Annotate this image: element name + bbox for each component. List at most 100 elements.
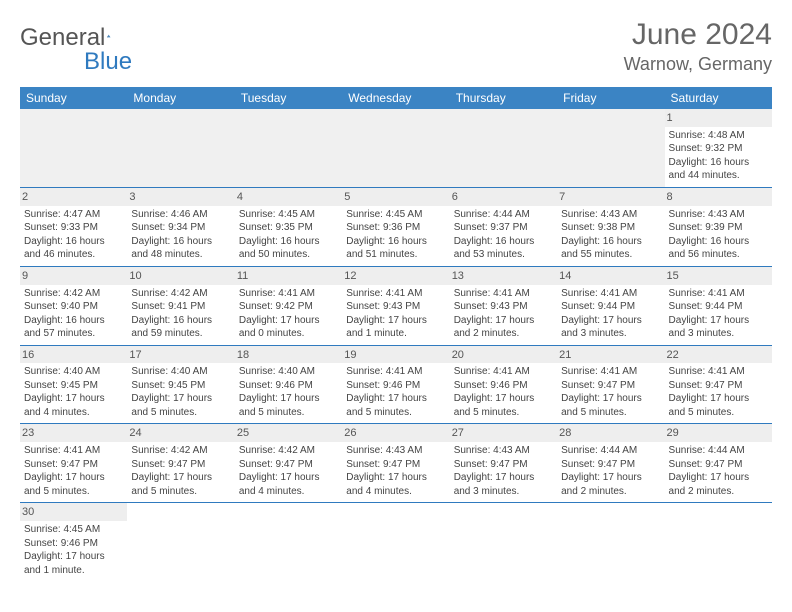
- day-details: Sunrise: 4:41 AMSunset: 9:43 PMDaylight:…: [346, 287, 445, 341]
- sunset-text: Sunset: 9:46 PM: [24, 537, 123, 551]
- calendar-week: 9 Sunrise: 4:42 AMSunset: 9:40 PMDaylight…: [20, 266, 772, 345]
- col-wednesday: Wednesday: [342, 87, 449, 109]
- brand-part2: Blue: [84, 48, 132, 76]
- sunrise-text: Sunrise: 4:44 AM: [454, 208, 553, 222]
- day-details: Sunrise: 4:44 AMSunset: 9:37 PMDaylight:…: [454, 208, 553, 262]
- calendar-cell: 6 Sunrise: 4:44 AMSunset: 9:37 PMDaylight…: [450, 187, 557, 266]
- day-number: 3: [127, 188, 234, 206]
- day-details: Sunrise: 4:41 AMSunset: 9:47 PMDaylight:…: [669, 365, 768, 419]
- daylight-text: Daylight: 16 hours and 51 minutes.: [346, 235, 445, 262]
- col-saturday: Saturday: [665, 87, 772, 109]
- daylight-text: Daylight: 17 hours and 5 minutes.: [454, 392, 553, 419]
- day-number: 20: [450, 346, 557, 364]
- calendar-cell: 11Sunrise: 4:41 AMSunset: 9:42 PMDayligh…: [235, 266, 342, 345]
- calendar-cell: [235, 109, 342, 187]
- sunset-text: Sunset: 9:38 PM: [561, 221, 660, 235]
- day-number: 23: [20, 424, 127, 442]
- sunrise-text: Sunrise: 4:40 AM: [24, 365, 123, 379]
- daylight-text: Daylight: 16 hours and 55 minutes.: [561, 235, 660, 262]
- brand-part2-wrap: Blue: [84, 48, 132, 76]
- sunrise-text: Sunrise: 4:41 AM: [24, 444, 123, 458]
- calendar-cell: 10Sunrise: 4:42 AMSunset: 9:41 PMDayligh…: [127, 266, 234, 345]
- daylight-text: Daylight: 17 hours and 5 minutes.: [561, 392, 660, 419]
- sunrise-text: Sunrise: 4:46 AM: [131, 208, 230, 222]
- sunset-text: Sunset: 9:44 PM: [561, 300, 660, 314]
- calendar-cell: [450, 109, 557, 187]
- col-sunday: Sunday: [20, 87, 127, 109]
- calendar-cell: [557, 109, 664, 187]
- calendar-cell: 15Sunrise: 4:41 AMSunset: 9:44 PMDayligh…: [665, 266, 772, 345]
- sunset-text: Sunset: 9:37 PM: [454, 221, 553, 235]
- sunset-text: Sunset: 9:46 PM: [346, 379, 445, 393]
- day-details: Sunrise: 4:45 AMSunset: 9:46 PMDaylight:…: [24, 523, 123, 577]
- day-details: Sunrise: 4:41 AMSunset: 9:43 PMDaylight:…: [454, 287, 553, 341]
- sail-icon: [107, 27, 111, 45]
- daylight-text: Daylight: 17 hours and 3 minutes.: [454, 471, 553, 498]
- day-number: 13: [450, 267, 557, 285]
- col-monday: Monday: [127, 87, 234, 109]
- sunrise-text: Sunrise: 4:44 AM: [561, 444, 660, 458]
- sunrise-text: Sunrise: 4:41 AM: [561, 365, 660, 379]
- day-details: Sunrise: 4:43 AMSunset: 9:47 PMDaylight:…: [454, 444, 553, 498]
- day-number: 6: [450, 188, 557, 206]
- calendar-cell: [665, 503, 772, 581]
- calendar-cell: 12Sunrise: 4:41 AMSunset: 9:43 PMDayligh…: [342, 266, 449, 345]
- sunrise-text: Sunrise: 4:45 AM: [346, 208, 445, 222]
- col-tuesday: Tuesday: [235, 87, 342, 109]
- day-details: Sunrise: 4:46 AMSunset: 9:34 PMDaylight:…: [131, 208, 230, 262]
- calendar-cell: 2Sunrise: 4:47 AMSunset: 9:33 PMDaylight…: [20, 187, 127, 266]
- day-number: 1: [665, 109, 772, 127]
- sunrise-text: Sunrise: 4:40 AM: [131, 365, 230, 379]
- sunrise-text: Sunrise: 4:41 AM: [454, 365, 553, 379]
- calendar-cell: [127, 503, 234, 581]
- calendar-week: 16Sunrise: 4:40 AMSunset: 9:45 PMDayligh…: [20, 345, 772, 424]
- sunset-text: Sunset: 9:34 PM: [131, 221, 230, 235]
- sunset-text: Sunset: 9:36 PM: [346, 221, 445, 235]
- sunset-text: Sunset: 9:47 PM: [346, 458, 445, 472]
- sunset-text: Sunset: 9:47 PM: [669, 379, 768, 393]
- sunset-text: Sunset: 9:46 PM: [454, 379, 553, 393]
- sunrise-text: Sunrise: 4:41 AM: [669, 365, 768, 379]
- sunset-text: Sunset: 9:45 PM: [131, 379, 230, 393]
- calendar-cell: 30 Sunrise: 4:45 AMSunset: 9:46 PMDayligh…: [20, 503, 127, 581]
- day-header-row: Sunday Monday Tuesday Wednesday Thursday…: [20, 87, 772, 109]
- calendar-cell: 25Sunrise: 4:42 AMSunset: 9:47 PMDayligh…: [235, 424, 342, 503]
- sunset-text: Sunset: 9:47 PM: [131, 458, 230, 472]
- sunset-text: Sunset: 9:47 PM: [669, 458, 768, 472]
- day-details: Sunrise: 4:42 AMSunset: 9:47 PMDaylight:…: [131, 444, 230, 498]
- calendar-cell: 21Sunrise: 4:41 AMSunset: 9:47 PMDayligh…: [557, 345, 664, 424]
- day-details: Sunrise: 4:43 AMSunset: 9:38 PMDaylight:…: [561, 208, 660, 262]
- title-block: June 2024 Warnow, Germany: [624, 18, 772, 75]
- day-number: 14: [557, 267, 664, 285]
- daylight-text: Daylight: 17 hours and 1 minute.: [346, 314, 445, 341]
- daylight-text: Daylight: 16 hours and 48 minutes.: [131, 235, 230, 262]
- daylight-text: Daylight: 17 hours and 5 minutes.: [669, 392, 768, 419]
- day-number: 18: [235, 346, 342, 364]
- day-details: Sunrise: 4:40 AMSunset: 9:45 PMDaylight:…: [24, 365, 123, 419]
- sunset-text: Sunset: 9:43 PM: [346, 300, 445, 314]
- daylight-text: Daylight: 16 hours and 56 minutes.: [669, 235, 768, 262]
- day-details: Sunrise: 4:41 AMSunset: 9:46 PMDaylight:…: [454, 365, 553, 419]
- calendar-cell: 4Sunrise: 4:45 AMSunset: 9:35 PMDaylight…: [235, 187, 342, 266]
- sunrise-text: Sunrise: 4:41 AM: [346, 287, 445, 301]
- sunset-text: Sunset: 9:39 PM: [669, 221, 768, 235]
- sunrise-text: Sunrise: 4:48 AM: [669, 129, 768, 143]
- day-number: 27: [450, 424, 557, 442]
- day-number: 30: [20, 503, 127, 521]
- day-number: 9: [20, 267, 127, 285]
- day-details: Sunrise: 4:47 AMSunset: 9:33 PMDaylight:…: [24, 208, 123, 262]
- day-number: 29: [665, 424, 772, 442]
- day-details: Sunrise: 4:41 AMSunset: 9:47 PMDaylight:…: [561, 365, 660, 419]
- day-details: Sunrise: 4:42 AMSunset: 9:40 PMDaylight:…: [24, 287, 123, 341]
- day-number: 15: [665, 267, 772, 285]
- day-details: Sunrise: 4:40 AMSunset: 9:45 PMDaylight:…: [131, 365, 230, 419]
- calendar-cell: [127, 109, 234, 187]
- calendar-cell: [235, 503, 342, 581]
- day-number: 24: [127, 424, 234, 442]
- calendar-cell: 18Sunrise: 4:40 AMSunset: 9:46 PMDayligh…: [235, 345, 342, 424]
- calendar-cell: 14Sunrise: 4:41 AMSunset: 9:44 PMDayligh…: [557, 266, 664, 345]
- sunset-text: Sunset: 9:47 PM: [24, 458, 123, 472]
- daylight-text: Daylight: 16 hours and 59 minutes.: [131, 314, 230, 341]
- day-number: 10: [127, 267, 234, 285]
- day-details: Sunrise: 4:41 AMSunset: 9:42 PMDaylight:…: [239, 287, 338, 341]
